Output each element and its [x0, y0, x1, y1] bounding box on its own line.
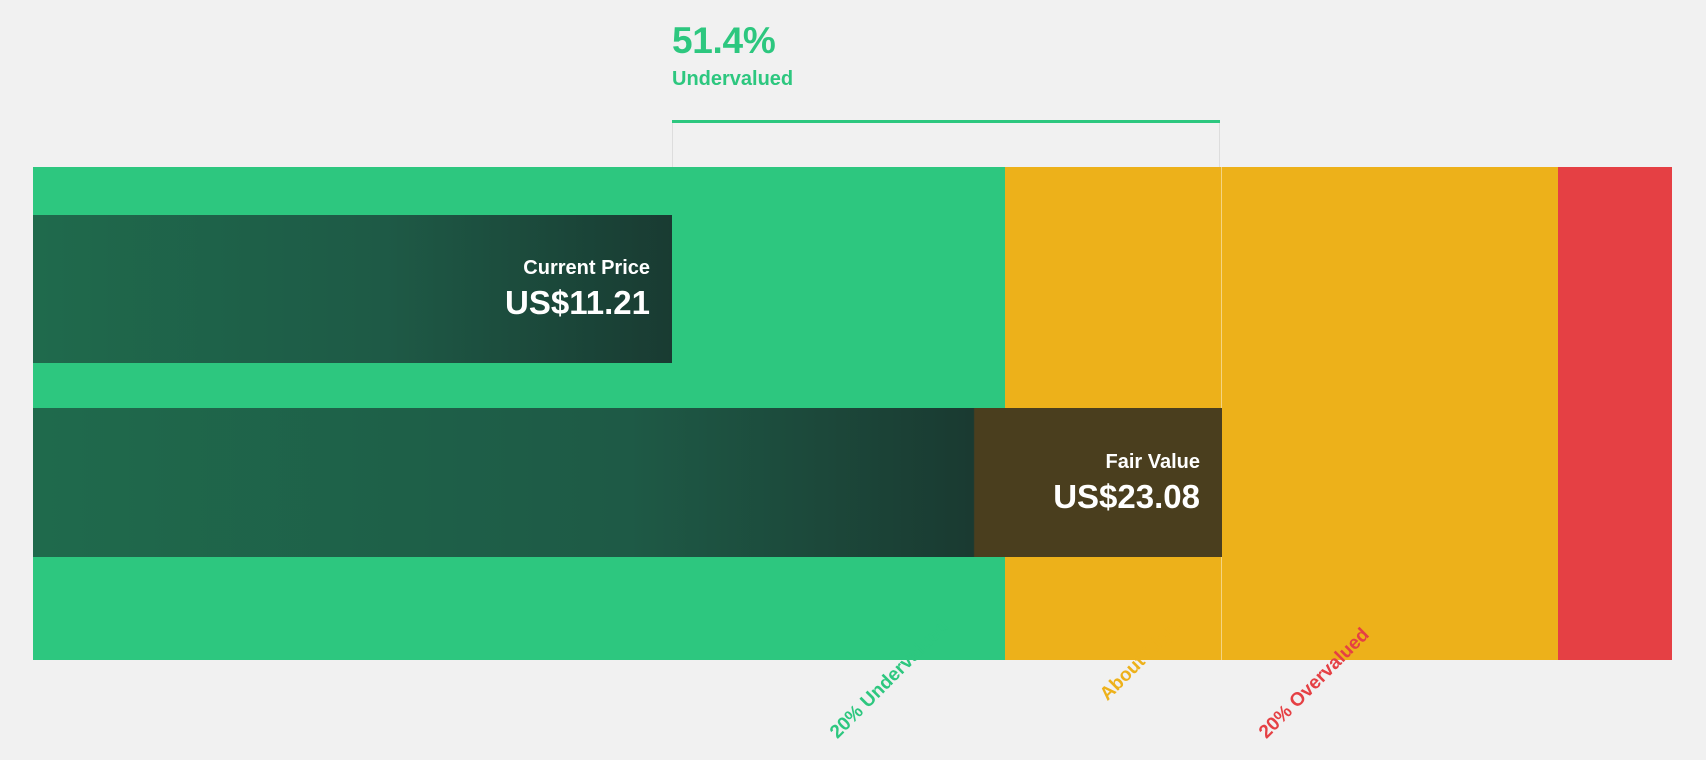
- bracket-line: [672, 120, 1220, 123]
- current-price-bar-fill: [33, 215, 672, 363]
- fair-value-value: US$23.08: [1053, 477, 1200, 515]
- current-price-labels: Current Price US$11.21: [505, 255, 650, 323]
- discount-percent: 51.4%: [672, 20, 776, 61]
- zone-20-overvalued: [1558, 167, 1672, 660]
- current-price-title: Current Price: [523, 257, 650, 279]
- current-price-bar[interactable]: Current Price US$11.21: [33, 215, 672, 363]
- bracket-tick-right: [1219, 123, 1220, 168]
- bracket-tick-left: [672, 123, 673, 168]
- fair-value-labels: Fair Value US$23.08: [1053, 449, 1200, 517]
- fair-value-bar-fill: [33, 408, 1222, 557]
- discount-label: Undervalued: [672, 68, 794, 90]
- fair-value-bar[interactable]: Fair Value US$23.08: [33, 408, 1222, 557]
- zone-about-right: [1221, 167, 1558, 660]
- discount-callout: 51.4% Undervalued: [672, 20, 1092, 92]
- callout-bracket: [672, 120, 1220, 168]
- current-price-value: US$11.21: [505, 284, 650, 321]
- fair-value-title: Fair Value: [1105, 450, 1201, 473]
